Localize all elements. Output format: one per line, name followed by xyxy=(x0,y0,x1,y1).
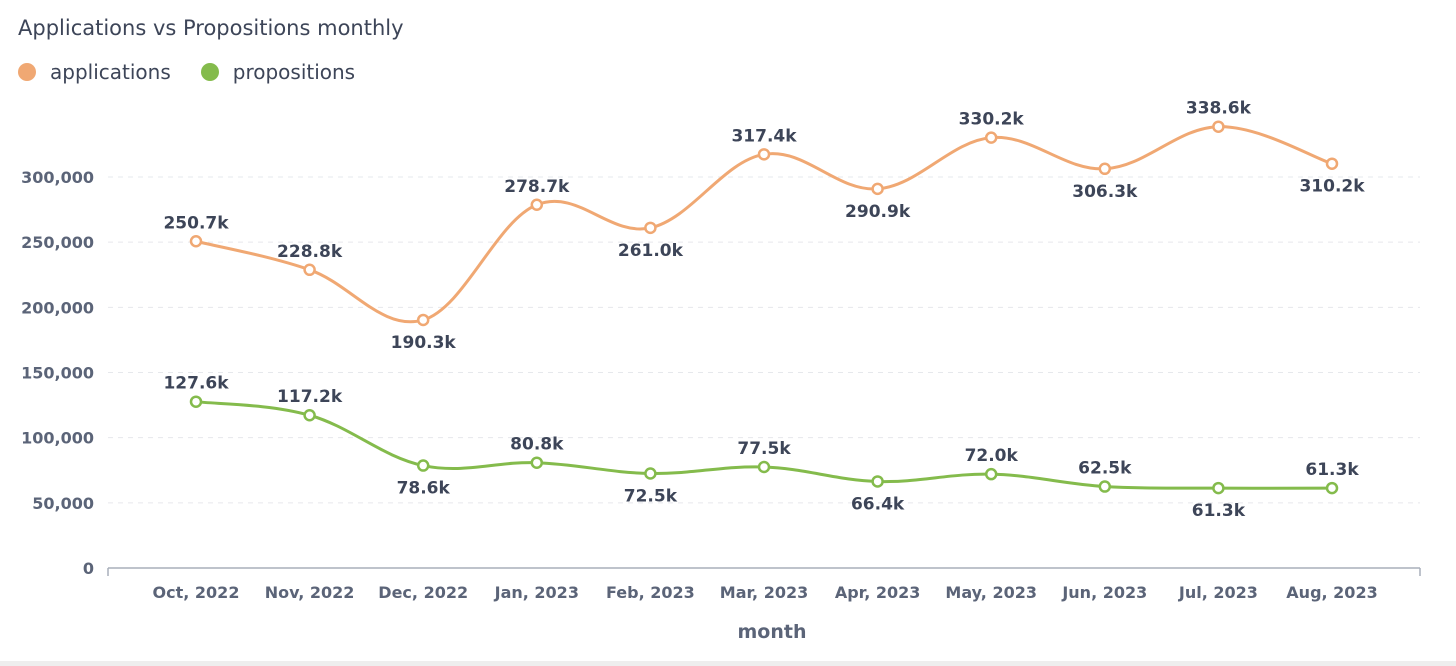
legend-dot-propositions xyxy=(200,63,219,81)
legend-dot-applications xyxy=(18,63,36,81)
data-label-propositions: 72.5k xyxy=(624,487,678,507)
data-point-propositions xyxy=(530,456,544,469)
series-points xyxy=(189,120,1339,495)
legend: applications propositions xyxy=(18,60,385,84)
data-point-propositions xyxy=(984,467,998,481)
data-label-applications: 338.6k xyxy=(1186,99,1252,119)
data-point-applications xyxy=(189,235,203,248)
bottom-divider xyxy=(0,661,1456,666)
x-tick-label: Dec, 2022 xyxy=(378,583,468,602)
legend-item-applications[interactable]: applications xyxy=(18,60,171,84)
data-label-applications: 261.0k xyxy=(618,241,684,261)
legend-label-applications: applications xyxy=(50,60,171,84)
y-tick-label: 0 xyxy=(83,559,94,578)
x-tick-label: May, 2023 xyxy=(945,583,1037,602)
data-point-applications xyxy=(1325,157,1339,170)
x-tick-label: Oct, 2022 xyxy=(153,583,240,602)
data-point-propositions xyxy=(871,475,884,488)
data-point-propositions xyxy=(1212,481,1225,495)
data-label-applications: 330.2k xyxy=(959,110,1025,130)
data-point-applications xyxy=(416,313,430,327)
data-label-propositions: 66.4k xyxy=(851,494,905,514)
y-tick-label: 150,000 xyxy=(21,364,94,383)
x-tick-label: Jun, 2023 xyxy=(1061,583,1147,602)
data-point-propositions xyxy=(416,459,430,472)
data-point-propositions xyxy=(644,467,657,480)
legend-item-propositions[interactable]: propositions xyxy=(200,60,356,84)
y-tick-label: 250,000 xyxy=(21,233,94,252)
data-labels: 250.7k 228.8k 190.3k 278.7k 261.0k 317.4k 290.… xyxy=(163,99,1365,521)
data-point-propositions xyxy=(1325,481,1339,495)
data-point-applications xyxy=(1098,162,1112,176)
legend-label-propositions: propositions xyxy=(232,60,356,84)
x-axis: Oct, 2022 Nov, 2022 Dec, 2022 Jan, 2023 Feb,… xyxy=(107,567,1421,602)
data-label-applications: 306.3k xyxy=(1072,182,1138,202)
data-label-propositions: 72.0k xyxy=(965,446,1019,466)
data-label-applications: 228.8k xyxy=(277,242,343,262)
data-label-applications: 317.4k xyxy=(731,126,797,146)
data-label-applications: 190.3k xyxy=(391,333,457,353)
data-label-propositions: 80.8k xyxy=(510,435,564,455)
data-point-propositions xyxy=(189,395,203,408)
data-point-applications xyxy=(1212,120,1225,133)
data-label-propositions: 61.3k xyxy=(1192,501,1246,521)
x-tick-label: Apr, 2023 xyxy=(835,583,921,602)
y-tick-label: 300,000 xyxy=(21,168,94,187)
x-tick-label: Aug, 2023 xyxy=(1286,583,1377,602)
data-point-propositions xyxy=(1098,480,1112,493)
data-point-propositions xyxy=(303,408,316,422)
data-label-applications: 278.7k xyxy=(504,177,570,197)
x-tick-label: Jan, 2023 xyxy=(494,583,579,602)
data-point-applications xyxy=(757,148,771,161)
data-label-propositions: 78.6k xyxy=(397,479,451,499)
data-label-propositions: 117.2k xyxy=(277,387,343,407)
y-tick-label: 200,000 xyxy=(21,298,94,317)
data-point-propositions xyxy=(757,460,771,474)
data-label-propositions: 127.6k xyxy=(163,374,229,394)
x-tick-label: Nov, 2022 xyxy=(265,583,355,602)
data-label-applications: 250.7k xyxy=(163,213,229,233)
data-point-applications xyxy=(303,263,316,277)
data-label-applications: 310.2k xyxy=(1299,177,1365,197)
data-point-applications xyxy=(984,131,998,144)
data-label-propositions: 61.3k xyxy=(1305,460,1359,480)
x-tick-label: Jul, 2023 xyxy=(1178,583,1258,602)
data-label-propositions: 77.5k xyxy=(737,439,791,459)
chart-title: Applications vs Propositions monthly xyxy=(18,16,404,40)
data-point-applications xyxy=(871,182,884,196)
y-tick-label: 50,000 xyxy=(32,494,94,513)
data-label-applications: 290.9k xyxy=(845,202,911,222)
data-point-applications xyxy=(530,198,544,212)
y-tick-label: 100,000 xyxy=(21,429,94,448)
grid-lines xyxy=(108,176,1420,504)
data-label-propositions: 62.5k xyxy=(1078,459,1132,479)
x-tick-label: Mar, 2023 xyxy=(720,583,808,602)
y-axis-ticks: 0 50,000 100,000 150,000 200,000 250,000 300,0… xyxy=(21,168,94,578)
x-axis-label: month xyxy=(738,621,807,643)
x-tick-label: Feb, 2023 xyxy=(606,583,695,602)
data-point-applications xyxy=(644,221,657,235)
